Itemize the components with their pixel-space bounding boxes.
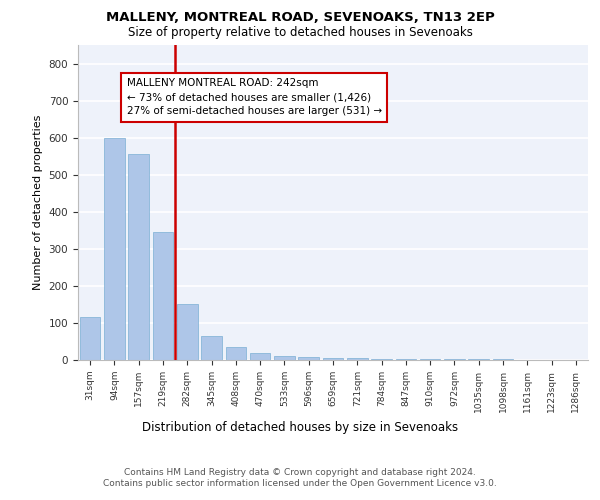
Text: Contains HM Land Registry data © Crown copyright and database right 2024.
Contai: Contains HM Land Registry data © Crown c… [103,468,497,487]
Bar [347,358,368,360]
Bar [104,138,125,360]
Bar [371,358,392,360]
Bar [226,347,246,360]
Bar [274,356,295,360]
Bar [444,359,465,360]
Bar [420,359,440,360]
Bar [177,304,197,360]
Text: Size of property relative to detached houses in Sevenoaks: Size of property relative to detached ho… [128,26,472,39]
Text: MALLENY, MONTREAL ROAD, SEVENOAKS, TN13 2EP: MALLENY, MONTREAL ROAD, SEVENOAKS, TN13 … [106,11,494,24]
Text: Distribution of detached houses by size in Sevenoaks: Distribution of detached houses by size … [142,421,458,434]
Bar [152,232,173,360]
Bar [250,354,271,360]
Bar [395,358,416,360]
Bar [298,357,319,360]
Bar [201,336,222,360]
Y-axis label: Number of detached properties: Number of detached properties [33,115,43,290]
Bar [80,318,100,360]
Text: MALLENY MONTREAL ROAD: 242sqm
← 73% of detached houses are smaller (1,426)
27% o: MALLENY MONTREAL ROAD: 242sqm ← 73% of d… [127,78,382,116]
Bar [323,358,343,360]
Bar [128,154,149,360]
